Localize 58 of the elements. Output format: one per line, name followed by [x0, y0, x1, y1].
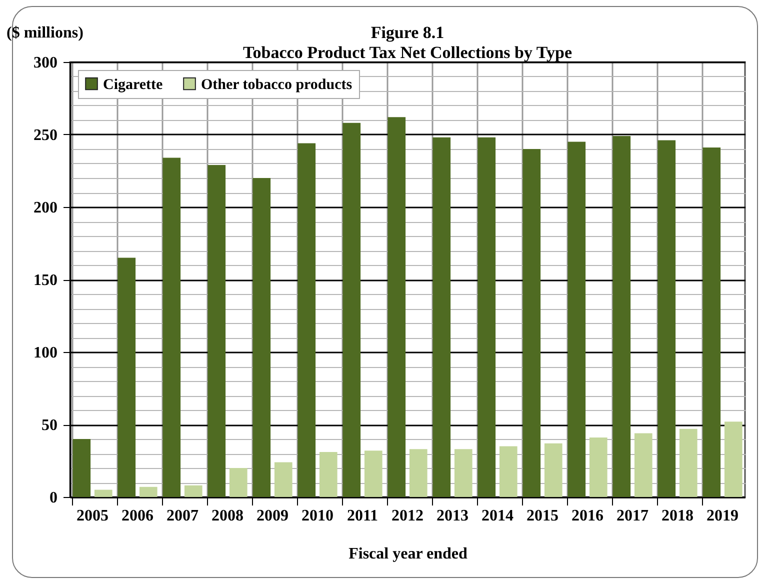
x-tick-label: 2009 — [256, 508, 288, 524]
bar — [634, 433, 652, 497]
bar — [388, 117, 406, 497]
x-tick-label: 2017 — [616, 508, 648, 524]
bar — [612, 136, 631, 497]
bar — [589, 438, 608, 497]
bar — [72, 439, 91, 497]
bar — [364, 450, 382, 497]
y-tick-label: 150 — [34, 272, 58, 289]
x-tick-label: 2013 — [436, 508, 468, 524]
x-tick-label: 2006 — [122, 508, 154, 524]
bar — [568, 142, 586, 497]
bar — [252, 178, 271, 497]
y-tick-label: 300 — [34, 54, 58, 72]
x-tick-label: 2015 — [526, 508, 558, 524]
bar — [319, 452, 338, 497]
x-tick-label: 2005 — [76, 508, 108, 524]
bar — [229, 468, 248, 497]
bar — [118, 258, 136, 497]
x-tick-label: 2008 — [212, 508, 244, 524]
bar — [274, 462, 292, 497]
bar — [184, 485, 202, 497]
bar — [342, 122, 361, 497]
y-tick-label: 50 — [42, 417, 58, 434]
bar — [298, 143, 316, 497]
chart-subtitle: Tobacco Product Tax Net Collections by Type — [242, 43, 572, 62]
y-tick-label: 250 — [34, 127, 58, 144]
y-axis-title: ($ millions) — [6, 24, 84, 42]
y-tick-label: 200 — [34, 200, 58, 216]
x-tick-label: 2018 — [662, 508, 694, 524]
bar — [409, 449, 428, 497]
y-tick-label: 0 — [50, 490, 58, 506]
bar — [702, 148, 721, 497]
bar — [658, 140, 676, 497]
x-axis-title: Fiscal year ended — [348, 546, 468, 562]
bar — [478, 137, 496, 497]
bar — [522, 149, 541, 497]
legend-label: Other tobacco products — [201, 76, 352, 93]
bar — [162, 158, 181, 497]
x-tick-label: 2012 — [392, 508, 424, 524]
bar — [208, 164, 226, 497]
x-tick-label: 2014 — [482, 508, 514, 524]
bar — [499, 446, 518, 497]
bar — [139, 486, 158, 497]
x-tick-label: 2016 — [572, 508, 604, 524]
x-tick-label: 2010 — [302, 508, 334, 524]
x-tick-label: 2007 — [166, 508, 198, 524]
bar — [544, 443, 562, 497]
bar — [94, 490, 112, 497]
bar — [724, 422, 742, 497]
x-tick-label: 2019 — [706, 508, 738, 524]
y-tick-label: 100 — [34, 344, 58, 362]
bar — [432, 137, 451, 497]
bar — [454, 449, 472, 497]
chart-title: Figure 8.1 — [370, 23, 444, 42]
x-tick-label: 2011 — [346, 508, 378, 524]
legend-label: Cigarette — [103, 76, 164, 93]
bar — [679, 428, 698, 497]
